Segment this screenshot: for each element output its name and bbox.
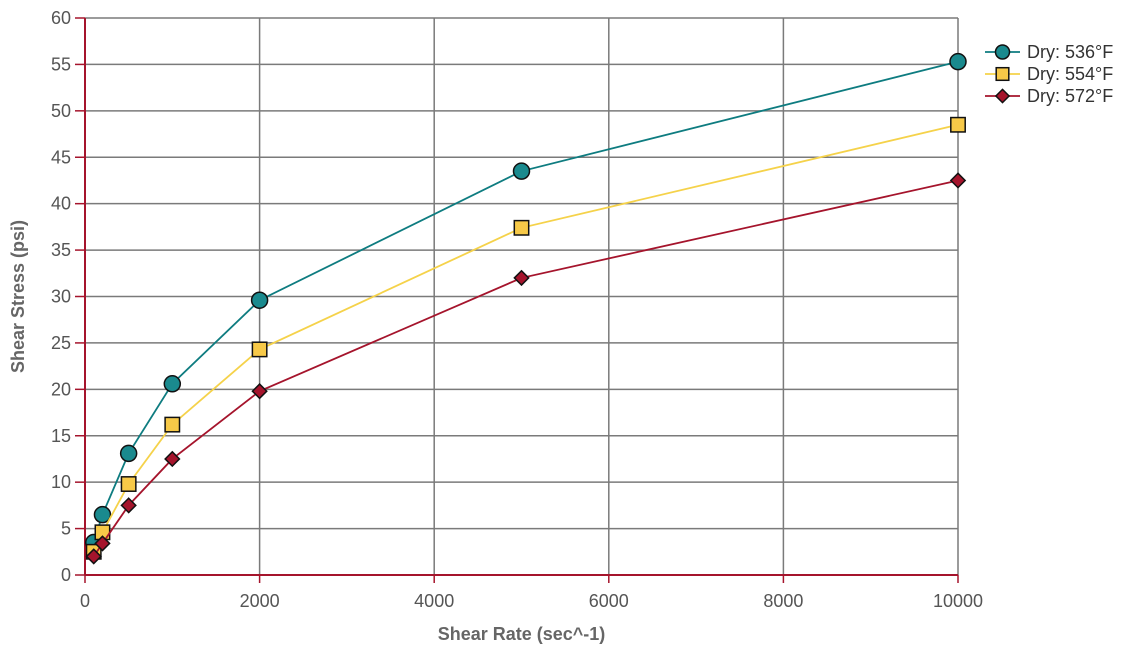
y-tick-label: 15 — [51, 426, 71, 446]
data-point — [85, 548, 102, 565]
x-axis-title: Shear Rate (sec^-1) — [438, 624, 606, 644]
legend-marker — [995, 66, 1010, 82]
y-tick-label: 20 — [51, 379, 71, 399]
data-point — [251, 382, 268, 400]
data-point — [164, 450, 181, 468]
y-tick-label: 25 — [51, 333, 71, 353]
legend-label: Dry: 554°F — [1027, 64, 1113, 84]
legend-marker — [994, 44, 1011, 60]
x-tick-label: 10000 — [933, 591, 983, 611]
data-point — [94, 535, 111, 552]
y-tick-label: 30 — [51, 287, 71, 307]
y-axis-title: Shear Stress (psi) — [8, 220, 28, 373]
legend-item: Dry: 554°F — [985, 64, 1113, 84]
legend-marker — [994, 88, 1011, 104]
data-point — [512, 162, 531, 180]
axes — [75, 17, 959, 583]
x-tick-label: 6000 — [589, 591, 629, 611]
y-tick-label: 55 — [51, 54, 71, 74]
data-point — [164, 416, 181, 433]
data-point — [513, 219, 530, 236]
x-tick-label: 8000 — [763, 591, 803, 611]
data-point — [119, 444, 138, 463]
data-point — [250, 291, 269, 309]
y-tick-label: 0 — [61, 565, 71, 585]
y-tick-label: 10 — [51, 472, 71, 492]
legend-label: Dry: 536°F — [1027, 42, 1113, 62]
data-point — [120, 476, 137, 492]
y-tick-label: 35 — [51, 240, 71, 260]
y-tick-label: 45 — [51, 147, 71, 167]
y-tick-label: 40 — [51, 194, 71, 214]
grid-lines — [84, 17, 959, 576]
data-point — [950, 116, 966, 133]
data-point — [163, 375, 182, 393]
y-tick-label: 50 — [51, 101, 71, 121]
y-tick-label: 60 — [51, 8, 71, 28]
y-tick-label: 5 — [61, 519, 71, 539]
legend-label: Dry: 572°F — [1027, 86, 1113, 106]
tick-labels: 0 5 10 15 20 25 30 35 40 45 50 55 60 0 2000 4000 6000 800… — [51, 8, 983, 611]
data-point — [120, 497, 137, 514]
data-point — [93, 505, 112, 524]
x-tick-label: 0 — [80, 591, 90, 611]
data-point — [251, 341, 268, 358]
data-point — [949, 172, 967, 189]
x-tick-label: 2000 — [240, 591, 280, 611]
legend-item: Dry: 536°F — [985, 42, 1113, 62]
x-tick-label: 4000 — [414, 591, 454, 611]
data-point — [949, 52, 967, 71]
series-3 — [85, 172, 967, 565]
series-group — [84, 52, 967, 565]
data-point — [513, 269, 530, 287]
legend-item: Dry: 572°F — [985, 86, 1113, 106]
